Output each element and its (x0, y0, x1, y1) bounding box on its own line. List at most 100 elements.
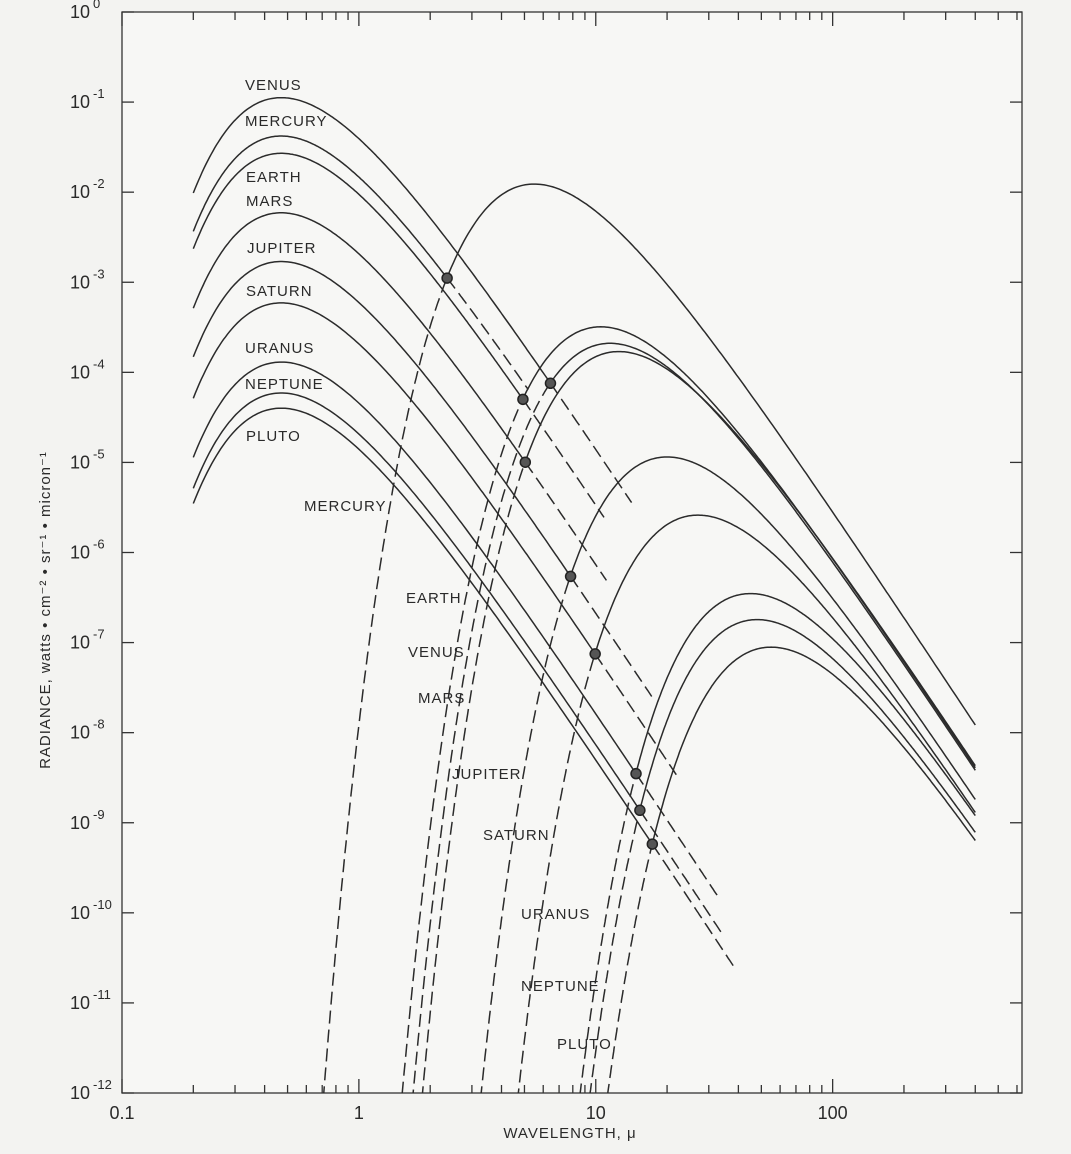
uranus-thermal-curve (635, 592, 976, 817)
mercury-thermal-extension (323, 277, 448, 1093)
y-tick-label: 10 -8 (70, 717, 105, 743)
y-tick-exponent: -4 (93, 356, 105, 371)
y-tick-base: 10 (70, 813, 90, 833)
saturn-thermal-extension (517, 652, 596, 1093)
earth-thermal-extension (401, 398, 524, 1093)
y-tick-base: 10 (70, 92, 90, 112)
y-tick-base: 10 (70, 272, 90, 292)
y-tick-label: 10 -4 (70, 356, 105, 382)
y-tick-label: 10 -10 (70, 897, 112, 923)
plot-area (122, 12, 1022, 1093)
label-venus-reflected: VENUS (245, 77, 302, 94)
y-tick-exponent: -9 (93, 807, 105, 822)
label-pluto-thermal: PLUTO (557, 1036, 612, 1053)
pluto-crossover-point (646, 838, 659, 850)
earth-reflected-curve (192, 152, 524, 400)
y-tick-label: 10 -11 (70, 987, 111, 1013)
neptune-crossover-point (634, 804, 646, 817)
label-pluto-reflected: PLUTO (246, 428, 301, 445)
label-mars-reflected: MARS (246, 193, 293, 210)
neptune-thermal-extension (589, 809, 641, 1093)
label-venus-thermal: VENUS (408, 644, 465, 661)
neptune-thermal-curve (639, 618, 976, 833)
x-tick-label: 0.1 (109, 1103, 134, 1123)
label-uranus-reflected: URANUS (245, 340, 314, 357)
y-tick-base: 10 (70, 2, 90, 22)
label-neptune-reflected: NEPTUNE (245, 376, 324, 393)
y-tick-exponent: 0 (93, 0, 100, 11)
y-tick-label: 10 0 (70, 0, 100, 22)
venus-reflected-curve (192, 96, 552, 384)
y-tick-label: 10 -6 (70, 537, 105, 563)
y-tick-base: 10 (70, 362, 90, 382)
x-tick-label: 1 (354, 1103, 364, 1123)
mars-crossover-point (519, 456, 532, 468)
saturn-thermal-curve (594, 514, 976, 813)
y-tick-label: 10 -2 (70, 176, 105, 202)
mercury-reflected-curve (192, 135, 448, 279)
pluto-reflected-curve (192, 407, 653, 845)
y-tick-exponent: -11 (93, 987, 111, 1002)
label-mars-thermal: MARS (418, 690, 465, 707)
y-tick-base: 10 (70, 182, 90, 202)
y-tick-exponent: -12 (93, 1077, 112, 1092)
y-tick-exponent: -10 (93, 897, 112, 912)
label-mercury-thermal: MERCURY (304, 498, 387, 515)
mars-thermal-curve (524, 350, 976, 767)
jupiter-thermal-extension (480, 575, 572, 1093)
venus-thermal-extension (412, 382, 552, 1093)
label-mercury-reflected: MERCURY (245, 113, 328, 130)
y-tick-exponent: -8 (93, 717, 105, 732)
x-tick-label: 100 (818, 1103, 848, 1123)
y-tick-label: 10 -7 (70, 627, 105, 653)
mars-reflected-curve (192, 212, 526, 463)
label-neptune-thermal: NEPTUNE (521, 978, 600, 995)
label-earth-thermal: EARTH (406, 590, 462, 607)
y-tick-exponent: -6 (93, 537, 105, 552)
mercury-crossover-point (441, 272, 453, 284)
x-axis-title: WAVELENGTH, μ (503, 1125, 636, 1142)
crossover-points (441, 272, 659, 850)
y-tick-exponent: -5 (93, 446, 105, 461)
y-tick-exponent: -2 (93, 176, 105, 191)
curves (192, 96, 976, 1093)
y-tick-label: 10 -5 (70, 446, 105, 472)
saturn-crossover-point (589, 648, 601, 660)
y-tick-base: 10 (70, 1083, 90, 1103)
mars-thermal-extension (421, 461, 527, 1093)
label-jupiter-reflected: JUPITER (247, 240, 317, 257)
saturn-reflected-extension (594, 653, 677, 776)
y-tick-base: 10 (70, 723, 90, 743)
y-tick-base: 10 (70, 993, 90, 1013)
saturn-reflected-curve (192, 302, 596, 655)
y-tick-label: 10 -1 (70, 86, 105, 112)
label-earth-reflected: EARTH (246, 169, 302, 186)
venus-crossover-point (544, 377, 557, 390)
y-tick-exponent: -1 (93, 86, 105, 101)
label-saturn-reflected: SATURN (246, 283, 313, 300)
y-axis-title: RADIANCE, watts • cm⁻² • sr⁻¹ • micron⁻¹ (37, 451, 54, 769)
x-tick-label: 10 (586, 1103, 606, 1123)
y-tick-exponent: -3 (93, 266, 105, 281)
uranus-thermal-extension (579, 772, 637, 1093)
mars-reflected-extension (524, 461, 608, 581)
uranus-reflected-curve (192, 361, 637, 775)
label-uranus-thermal: URANUS (521, 906, 590, 923)
uranus-reflected-extension (635, 773, 718, 896)
earth-reflected-extension (522, 398, 605, 518)
jupiter-reflected-extension (569, 575, 653, 697)
earth-crossover-point (517, 393, 529, 406)
pluto-reflected-extension (651, 843, 735, 967)
label-saturn-thermal: SATURN (483, 827, 550, 844)
neptune-reflected-extension (639, 809, 722, 933)
mercury-thermal-curve (446, 183, 976, 726)
y-tick-exponent: -7 (93, 627, 105, 642)
jupiter-thermal-curve (569, 456, 976, 800)
y-tick-base: 10 (70, 452, 90, 472)
label-jupiter-thermal: JUPITER (452, 766, 522, 783)
y-tick-base: 10 (70, 543, 90, 563)
y-tick-label: 10 -3 (70, 266, 105, 292)
